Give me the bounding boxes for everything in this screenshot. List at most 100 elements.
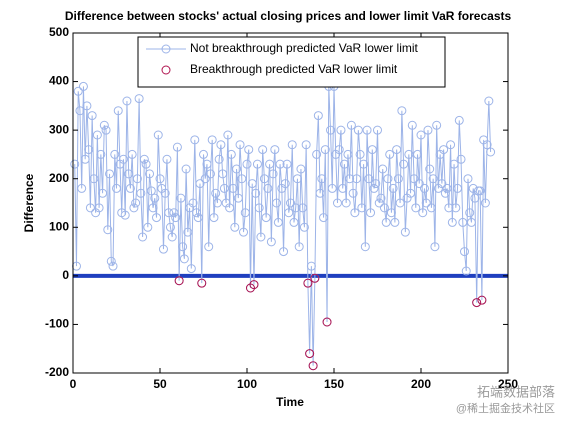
data-point bbox=[346, 120, 356, 130]
data-point bbox=[103, 225, 113, 235]
data-point bbox=[249, 280, 259, 290]
data-point bbox=[456, 154, 466, 164]
data-point bbox=[258, 145, 268, 155]
data-point bbox=[73, 86, 83, 96]
data-point bbox=[263, 183, 273, 193]
data-point bbox=[444, 203, 454, 213]
data-point bbox=[193, 213, 203, 223]
data-point bbox=[138, 232, 148, 242]
y-tick-label: 400 bbox=[49, 74, 69, 88]
data-point bbox=[70, 159, 80, 169]
data-point bbox=[155, 174, 165, 184]
data-point bbox=[369, 183, 379, 193]
data-point bbox=[218, 169, 228, 179]
data-point bbox=[399, 159, 409, 169]
data-point bbox=[453, 183, 463, 193]
data-point bbox=[132, 174, 142, 184]
data-point bbox=[171, 213, 181, 223]
y-tick-label: 100 bbox=[49, 219, 69, 233]
data-point bbox=[158, 244, 168, 254]
data-point bbox=[379, 203, 389, 213]
data-point bbox=[80, 154, 90, 164]
data-point bbox=[272, 198, 282, 208]
data-point bbox=[286, 198, 295, 208]
data-point bbox=[254, 203, 264, 213]
y-tick-label: 0 bbox=[62, 268, 69, 282]
data-point bbox=[252, 159, 262, 169]
data-point bbox=[299, 222, 309, 232]
data-point bbox=[395, 198, 405, 208]
data-point bbox=[120, 210, 130, 220]
data-point bbox=[449, 159, 459, 169]
x-tick-label: 250 bbox=[498, 377, 518, 391]
data-point bbox=[465, 208, 475, 218]
data-point bbox=[430, 242, 440, 252]
data-point bbox=[390, 217, 400, 227]
data-point bbox=[268, 169, 278, 179]
data-point bbox=[419, 183, 429, 193]
data-point bbox=[216, 140, 226, 150]
data-point bbox=[261, 213, 271, 223]
data-point bbox=[320, 145, 330, 155]
data-point bbox=[334, 145, 344, 155]
data-point bbox=[275, 159, 285, 169]
data-point bbox=[451, 203, 461, 213]
data-point bbox=[176, 193, 186, 203]
data-point bbox=[165, 222, 175, 232]
data-point bbox=[308, 361, 318, 371]
data-point bbox=[279, 247, 289, 257]
data-point bbox=[407, 120, 417, 130]
data-point bbox=[205, 169, 215, 179]
data-point bbox=[214, 154, 224, 164]
data-point bbox=[416, 130, 426, 140]
data-point bbox=[360, 242, 370, 252]
data-point bbox=[99, 120, 109, 130]
data-point bbox=[179, 254, 189, 264]
data-point bbox=[374, 198, 384, 208]
data-point bbox=[219, 183, 229, 193]
data-point bbox=[477, 295, 487, 305]
data-point bbox=[82, 101, 92, 111]
data-point bbox=[78, 81, 88, 91]
data-point bbox=[209, 213, 219, 223]
data-point bbox=[338, 183, 348, 193]
data-point bbox=[345, 174, 355, 184]
data-point bbox=[475, 186, 485, 196]
data-point bbox=[289, 217, 299, 227]
x-axis-label: Time bbox=[276, 395, 304, 409]
data-point bbox=[106, 256, 116, 266]
data-point bbox=[343, 149, 353, 159]
data-point bbox=[110, 149, 120, 159]
data-point bbox=[145, 169, 155, 179]
chart-title: Difference between stocks' actual closin… bbox=[65, 9, 512, 23]
data-point bbox=[298, 203, 308, 213]
data-point bbox=[418, 208, 428, 218]
data-point bbox=[207, 135, 217, 145]
data-point bbox=[98, 188, 108, 198]
data-point bbox=[122, 96, 132, 106]
data-point bbox=[315, 188, 325, 198]
series-line bbox=[74, 86, 492, 366]
data-point bbox=[287, 140, 297, 150]
data-point bbox=[247, 179, 257, 189]
data-point bbox=[414, 179, 424, 189]
x-tick-label: 0 bbox=[70, 377, 77, 391]
data-point bbox=[150, 193, 160, 203]
x-tick-label: 150 bbox=[324, 377, 344, 391]
data-point bbox=[212, 198, 222, 208]
data-point bbox=[141, 159, 151, 169]
data-point bbox=[383, 174, 393, 184]
data-point bbox=[319, 213, 329, 223]
data-point bbox=[134, 94, 144, 104]
y-tick-label: 300 bbox=[49, 122, 69, 136]
data-point bbox=[291, 203, 301, 213]
watermark: @稀土掘金技术社区 bbox=[456, 401, 555, 415]
data-point bbox=[172, 142, 182, 152]
data-point bbox=[235, 140, 245, 150]
data-point bbox=[350, 208, 360, 218]
data-point bbox=[348, 188, 358, 198]
data-point bbox=[413, 149, 423, 159]
data-point bbox=[421, 198, 431, 208]
data-point bbox=[105, 169, 115, 179]
data-point bbox=[437, 179, 447, 189]
